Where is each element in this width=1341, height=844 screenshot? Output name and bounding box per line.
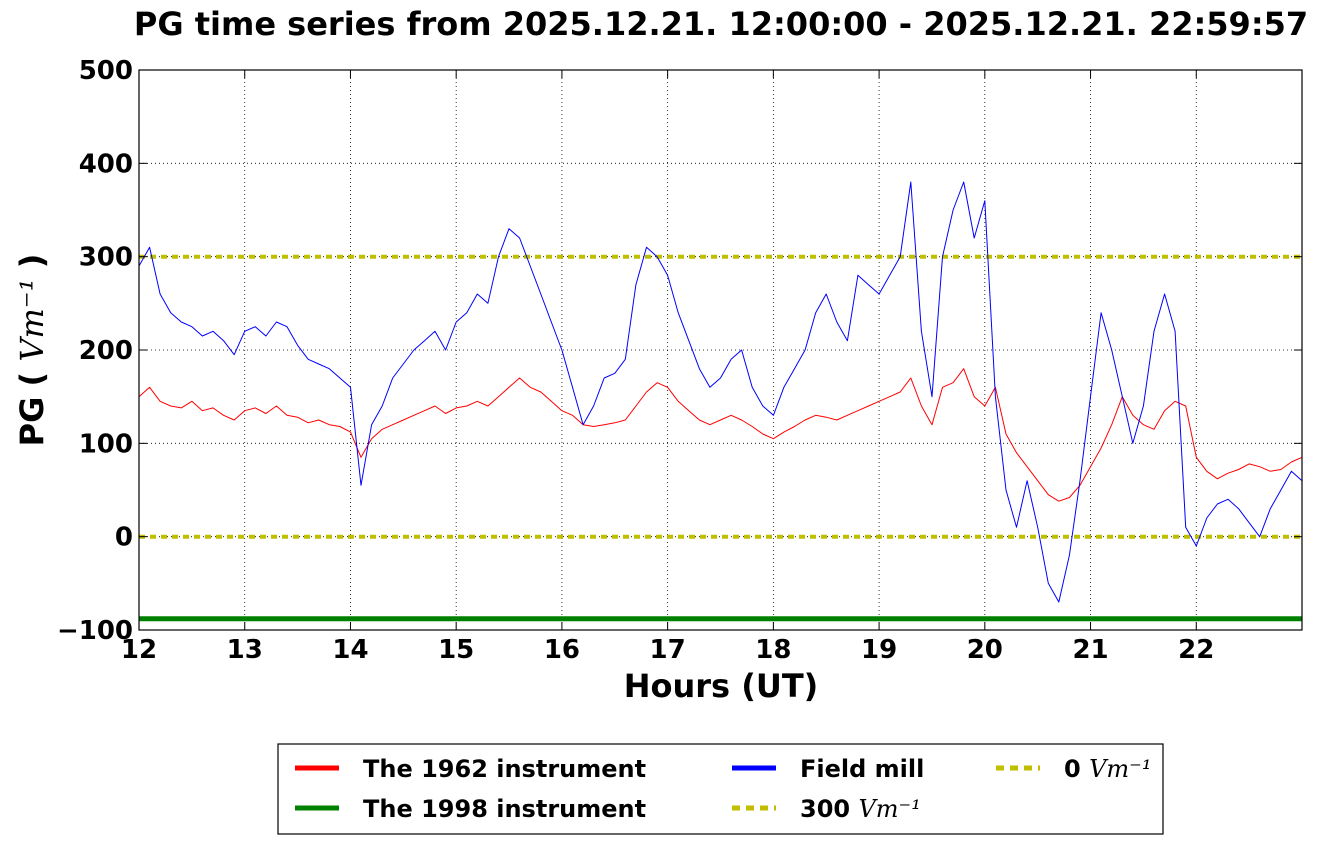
- y-tick-label: 400: [79, 149, 133, 179]
- grid-lines: [139, 70, 1302, 630]
- x-tick-label: 14: [332, 635, 368, 665]
- data-series: [138, 181, 1303, 622]
- reference-lines: [139, 254, 1302, 539]
- x-tick-label: 21: [1072, 635, 1108, 665]
- series-line-the-1962-instrument: [138, 368, 1303, 502]
- legend-label: The 1962 instrument: [363, 755, 646, 783]
- x-tick-label: 22: [1178, 635, 1214, 665]
- y-tick-label: 200: [79, 336, 133, 366]
- y-tick-label: 300: [79, 243, 133, 273]
- y-tick-label: 100: [79, 429, 133, 459]
- x-tick-labels: 12 13 14 15 16 17 18 19 20 21 22: [121, 635, 1214, 665]
- axis-ticks: [138, 69, 1302, 631]
- y-tick-label: 0: [115, 523, 133, 553]
- x-axis-label: Hours (UT): [624, 667, 819, 705]
- y-axis-label-group: PG ( Vm⁻¹ ): [13, 254, 51, 447]
- x-tick-label: 13: [227, 635, 263, 665]
- y-tick-label: 500: [79, 56, 133, 86]
- series-line-field-mill: [138, 181, 1303, 603]
- x-tick-label: 12: [121, 635, 157, 665]
- y-tick-labels: −100 0 100 200 300 400 500: [57, 56, 133, 646]
- legend-label: 300 Vm⁻¹: [800, 795, 921, 823]
- x-tick-label: 16: [544, 635, 580, 665]
- svg-text:PG ( Vm⁻¹ ): PG ( Vm⁻¹ ): [13, 254, 51, 447]
- y-tick-label: −100: [57, 616, 133, 646]
- x-tick-label: 20: [967, 635, 1003, 665]
- y-axis-label: PG: [13, 397, 51, 447]
- x-tick-label: 17: [650, 635, 686, 665]
- x-tick-label: 15: [438, 635, 474, 665]
- legend-box: [277, 743, 1164, 835]
- legend: The 1962 instrument Field mill 0 Vm⁻¹ The 1…: [295, 755, 1151, 823]
- chart-title: PG time series from 2025.12.21. 12:00:00…: [134, 5, 1308, 43]
- legend-label: The 1998 instrument: [363, 795, 646, 823]
- x-tick-label: 18: [755, 635, 791, 665]
- legend-label: Field mill: [800, 755, 924, 783]
- x-tick-label: 19: [861, 635, 897, 665]
- y-axis-unit: Vm⁻¹: [13, 278, 51, 361]
- legend-label: 0 Vm⁻¹: [1064, 755, 1151, 783]
